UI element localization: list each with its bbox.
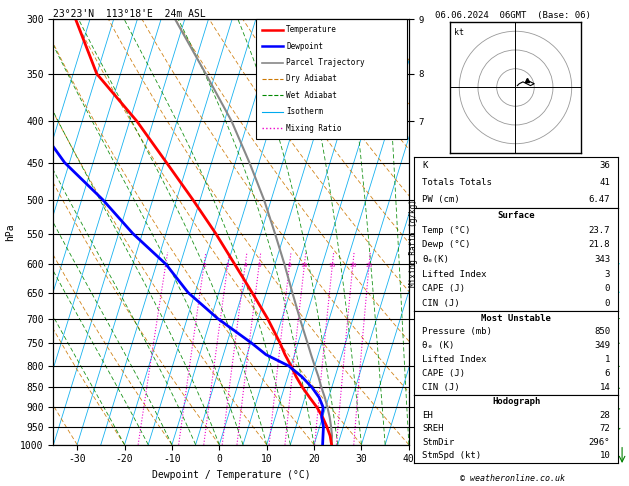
Text: CAPE (J): CAPE (J)	[422, 284, 465, 294]
Text: 36: 36	[599, 161, 610, 170]
Text: SREH: SREH	[422, 424, 443, 433]
Text: Hodograph: Hodograph	[492, 397, 540, 406]
Text: Isotherm: Isotherm	[286, 107, 323, 116]
Text: StmDir: StmDir	[422, 438, 454, 447]
Text: 1: 1	[604, 355, 610, 364]
Text: 5: 5	[257, 263, 261, 268]
Text: 2: 2	[202, 263, 206, 268]
Text: 0: 0	[604, 284, 610, 294]
Text: 20: 20	[349, 263, 357, 268]
Text: 296°: 296°	[589, 438, 610, 447]
Text: Dewpoint: Dewpoint	[286, 42, 323, 51]
Text: Temp (°C): Temp (°C)	[422, 226, 470, 235]
Text: kt: kt	[454, 28, 464, 37]
Text: Totals Totals: Totals Totals	[422, 178, 492, 187]
Text: © weatheronline.co.uk: © weatheronline.co.uk	[460, 474, 565, 483]
Text: 1: 1	[164, 263, 167, 268]
Text: Parcel Trajectory: Parcel Trajectory	[286, 58, 365, 67]
Text: 4: 4	[243, 263, 247, 268]
Text: 6.47: 6.47	[589, 195, 610, 204]
FancyBboxPatch shape	[256, 19, 407, 139]
Text: CIN (J): CIN (J)	[422, 299, 460, 308]
Y-axis label: hPa: hPa	[4, 223, 14, 241]
Text: Dewp (°C): Dewp (°C)	[422, 240, 470, 249]
Text: Dry Adiabat: Dry Adiabat	[286, 74, 337, 84]
Text: 15: 15	[328, 263, 336, 268]
Text: θₑ (K): θₑ (K)	[422, 341, 454, 350]
Text: θₑ(K): θₑ(K)	[422, 255, 449, 264]
X-axis label: Dewpoint / Temperature (°C): Dewpoint / Temperature (°C)	[152, 470, 311, 480]
Text: 28: 28	[599, 411, 610, 419]
Text: Temperature: Temperature	[286, 25, 337, 35]
Text: 25: 25	[365, 263, 373, 268]
Text: CIN (J): CIN (J)	[422, 383, 460, 392]
Y-axis label: km
ASL: km ASL	[433, 232, 448, 251]
Text: Lifted Index: Lifted Index	[422, 355, 487, 364]
Text: 10: 10	[599, 451, 610, 460]
Text: 3: 3	[604, 270, 610, 279]
Text: 72: 72	[599, 424, 610, 433]
Text: EH: EH	[422, 411, 433, 419]
Text: Pressure (mb): Pressure (mb)	[422, 328, 492, 336]
Text: 0: 0	[604, 299, 610, 308]
Text: K: K	[422, 161, 428, 170]
Text: StmSpd (kt): StmSpd (kt)	[422, 451, 481, 460]
Text: 23°23'N  113°18'E  24m ASL: 23°23'N 113°18'E 24m ASL	[53, 9, 206, 18]
Text: Mixing Ratio: Mixing Ratio	[286, 123, 342, 133]
Text: 41: 41	[599, 178, 610, 187]
Text: 349: 349	[594, 341, 610, 350]
Text: 3: 3	[226, 263, 230, 268]
Text: CAPE (J): CAPE (J)	[422, 369, 465, 378]
Text: 06.06.2024  06GMT  (Base: 06): 06.06.2024 06GMT (Base: 06)	[435, 11, 591, 20]
Text: 343: 343	[594, 255, 610, 264]
Text: Most Unstable: Most Unstable	[481, 313, 551, 323]
Text: Lifted Index: Lifted Index	[422, 270, 487, 279]
Text: 21.8: 21.8	[589, 240, 610, 249]
Text: 8: 8	[287, 263, 291, 268]
Text: 14: 14	[599, 383, 610, 392]
Text: Mixing Ratio (g/kg): Mixing Ratio (g/kg)	[409, 199, 418, 287]
Text: 850: 850	[594, 328, 610, 336]
Text: PW (cm): PW (cm)	[422, 195, 460, 204]
Text: Wet Adiabat: Wet Adiabat	[286, 91, 337, 100]
Text: 6: 6	[604, 369, 610, 378]
Text: 10: 10	[301, 263, 308, 268]
Text: 23.7: 23.7	[589, 226, 610, 235]
Text: Surface: Surface	[498, 211, 535, 220]
